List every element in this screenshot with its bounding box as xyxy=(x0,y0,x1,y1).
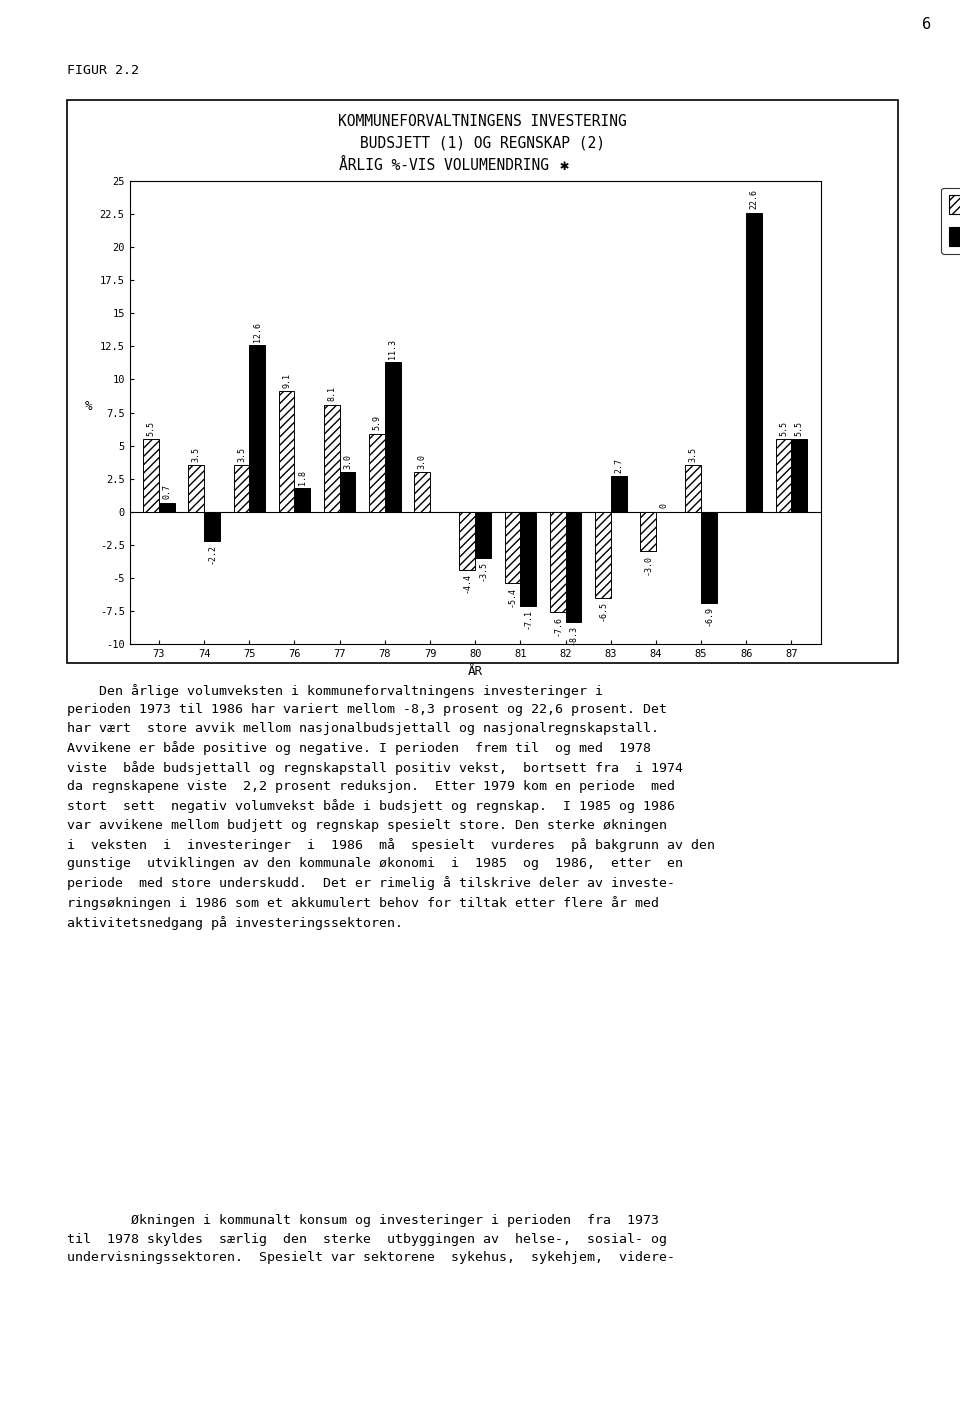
Text: 9.1: 9.1 xyxy=(282,373,291,388)
Text: 2.7: 2.7 xyxy=(614,457,623,473)
Bar xyxy=(250,345,265,512)
Text: 0: 0 xyxy=(660,503,668,509)
Text: 5.5: 5.5 xyxy=(795,420,804,436)
Text: -2.2: -2.2 xyxy=(207,544,217,564)
Bar xyxy=(159,503,175,512)
Bar xyxy=(369,433,385,512)
Bar xyxy=(611,476,627,512)
Text: Den årlige volumveksten i kommuneforvaltningens investeringer i
perioden 1973 ti: Den årlige volumveksten i kommuneforvalt… xyxy=(67,684,715,931)
Text: -6.9: -6.9 xyxy=(705,607,713,627)
Bar xyxy=(278,392,295,512)
Text: -7.1: -7.1 xyxy=(524,608,533,628)
Text: -6.5: -6.5 xyxy=(598,601,608,621)
Bar xyxy=(340,472,355,512)
Bar xyxy=(414,472,430,512)
Bar xyxy=(188,466,204,512)
Legend: 1, 2: 1, 2 xyxy=(942,188,960,254)
Text: 3.5: 3.5 xyxy=(237,447,246,462)
Bar xyxy=(385,362,400,512)
Bar xyxy=(701,512,717,603)
Text: Økningen i kommunalt konsum og investeringer i perioden  fra  1973
til  1978 sky: Økningen i kommunalt konsum og investeri… xyxy=(67,1214,675,1264)
Bar xyxy=(640,512,656,551)
Bar xyxy=(565,512,582,621)
Text: BUDSJETT (1) OG REGNSKAP (2): BUDSJETT (1) OG REGNSKAP (2) xyxy=(360,135,605,151)
X-axis label: ÅR: ÅR xyxy=(468,664,483,677)
Text: 5.9: 5.9 xyxy=(372,416,381,430)
Text: ✱: ✱ xyxy=(560,158,568,174)
Bar xyxy=(324,405,340,512)
Bar xyxy=(550,512,565,613)
Bar xyxy=(595,512,611,598)
Bar xyxy=(520,512,537,606)
Bar xyxy=(143,439,159,512)
Y-axis label: %: % xyxy=(84,399,92,413)
Bar xyxy=(776,439,791,512)
Text: 6: 6 xyxy=(922,17,931,33)
Text: -7.6: -7.6 xyxy=(553,616,563,636)
Bar xyxy=(204,512,220,542)
Text: 3.5: 3.5 xyxy=(192,447,201,462)
Text: 5.5: 5.5 xyxy=(147,420,156,436)
Bar xyxy=(791,439,807,512)
Bar xyxy=(475,512,491,559)
Bar xyxy=(685,466,701,512)
Text: 1.8: 1.8 xyxy=(298,470,307,484)
Text: 11.3: 11.3 xyxy=(388,339,397,359)
Text: FIGUR 2.2: FIGUR 2.2 xyxy=(67,64,139,77)
Text: 12.6: 12.6 xyxy=(252,322,262,342)
Text: 5.5: 5.5 xyxy=(779,420,788,436)
Text: KOMMUNEFORVALTNINGENS INVESTERING: KOMMUNEFORVALTNINGENS INVESTERING xyxy=(338,114,627,130)
Bar xyxy=(505,512,520,583)
Text: -3.0: -3.0 xyxy=(643,554,653,574)
Bar xyxy=(295,487,310,512)
Text: 3.0: 3.0 xyxy=(418,453,426,469)
Text: -3.5: -3.5 xyxy=(479,561,488,581)
Text: ÅRLIG %-VIS VOLUMENDRING: ÅRLIG %-VIS VOLUMENDRING xyxy=(339,158,549,174)
Text: -8.3: -8.3 xyxy=(569,626,578,646)
Text: 3.5: 3.5 xyxy=(688,447,698,462)
Bar xyxy=(460,512,475,570)
Text: -4.4: -4.4 xyxy=(463,573,471,593)
Text: 8.1: 8.1 xyxy=(327,386,336,402)
Text: 0.7: 0.7 xyxy=(162,485,172,499)
Bar xyxy=(233,466,250,512)
Text: 22.6: 22.6 xyxy=(750,190,758,209)
Text: 3.0: 3.0 xyxy=(343,453,352,469)
Text: -5.4: -5.4 xyxy=(508,587,517,607)
Bar xyxy=(746,212,762,512)
